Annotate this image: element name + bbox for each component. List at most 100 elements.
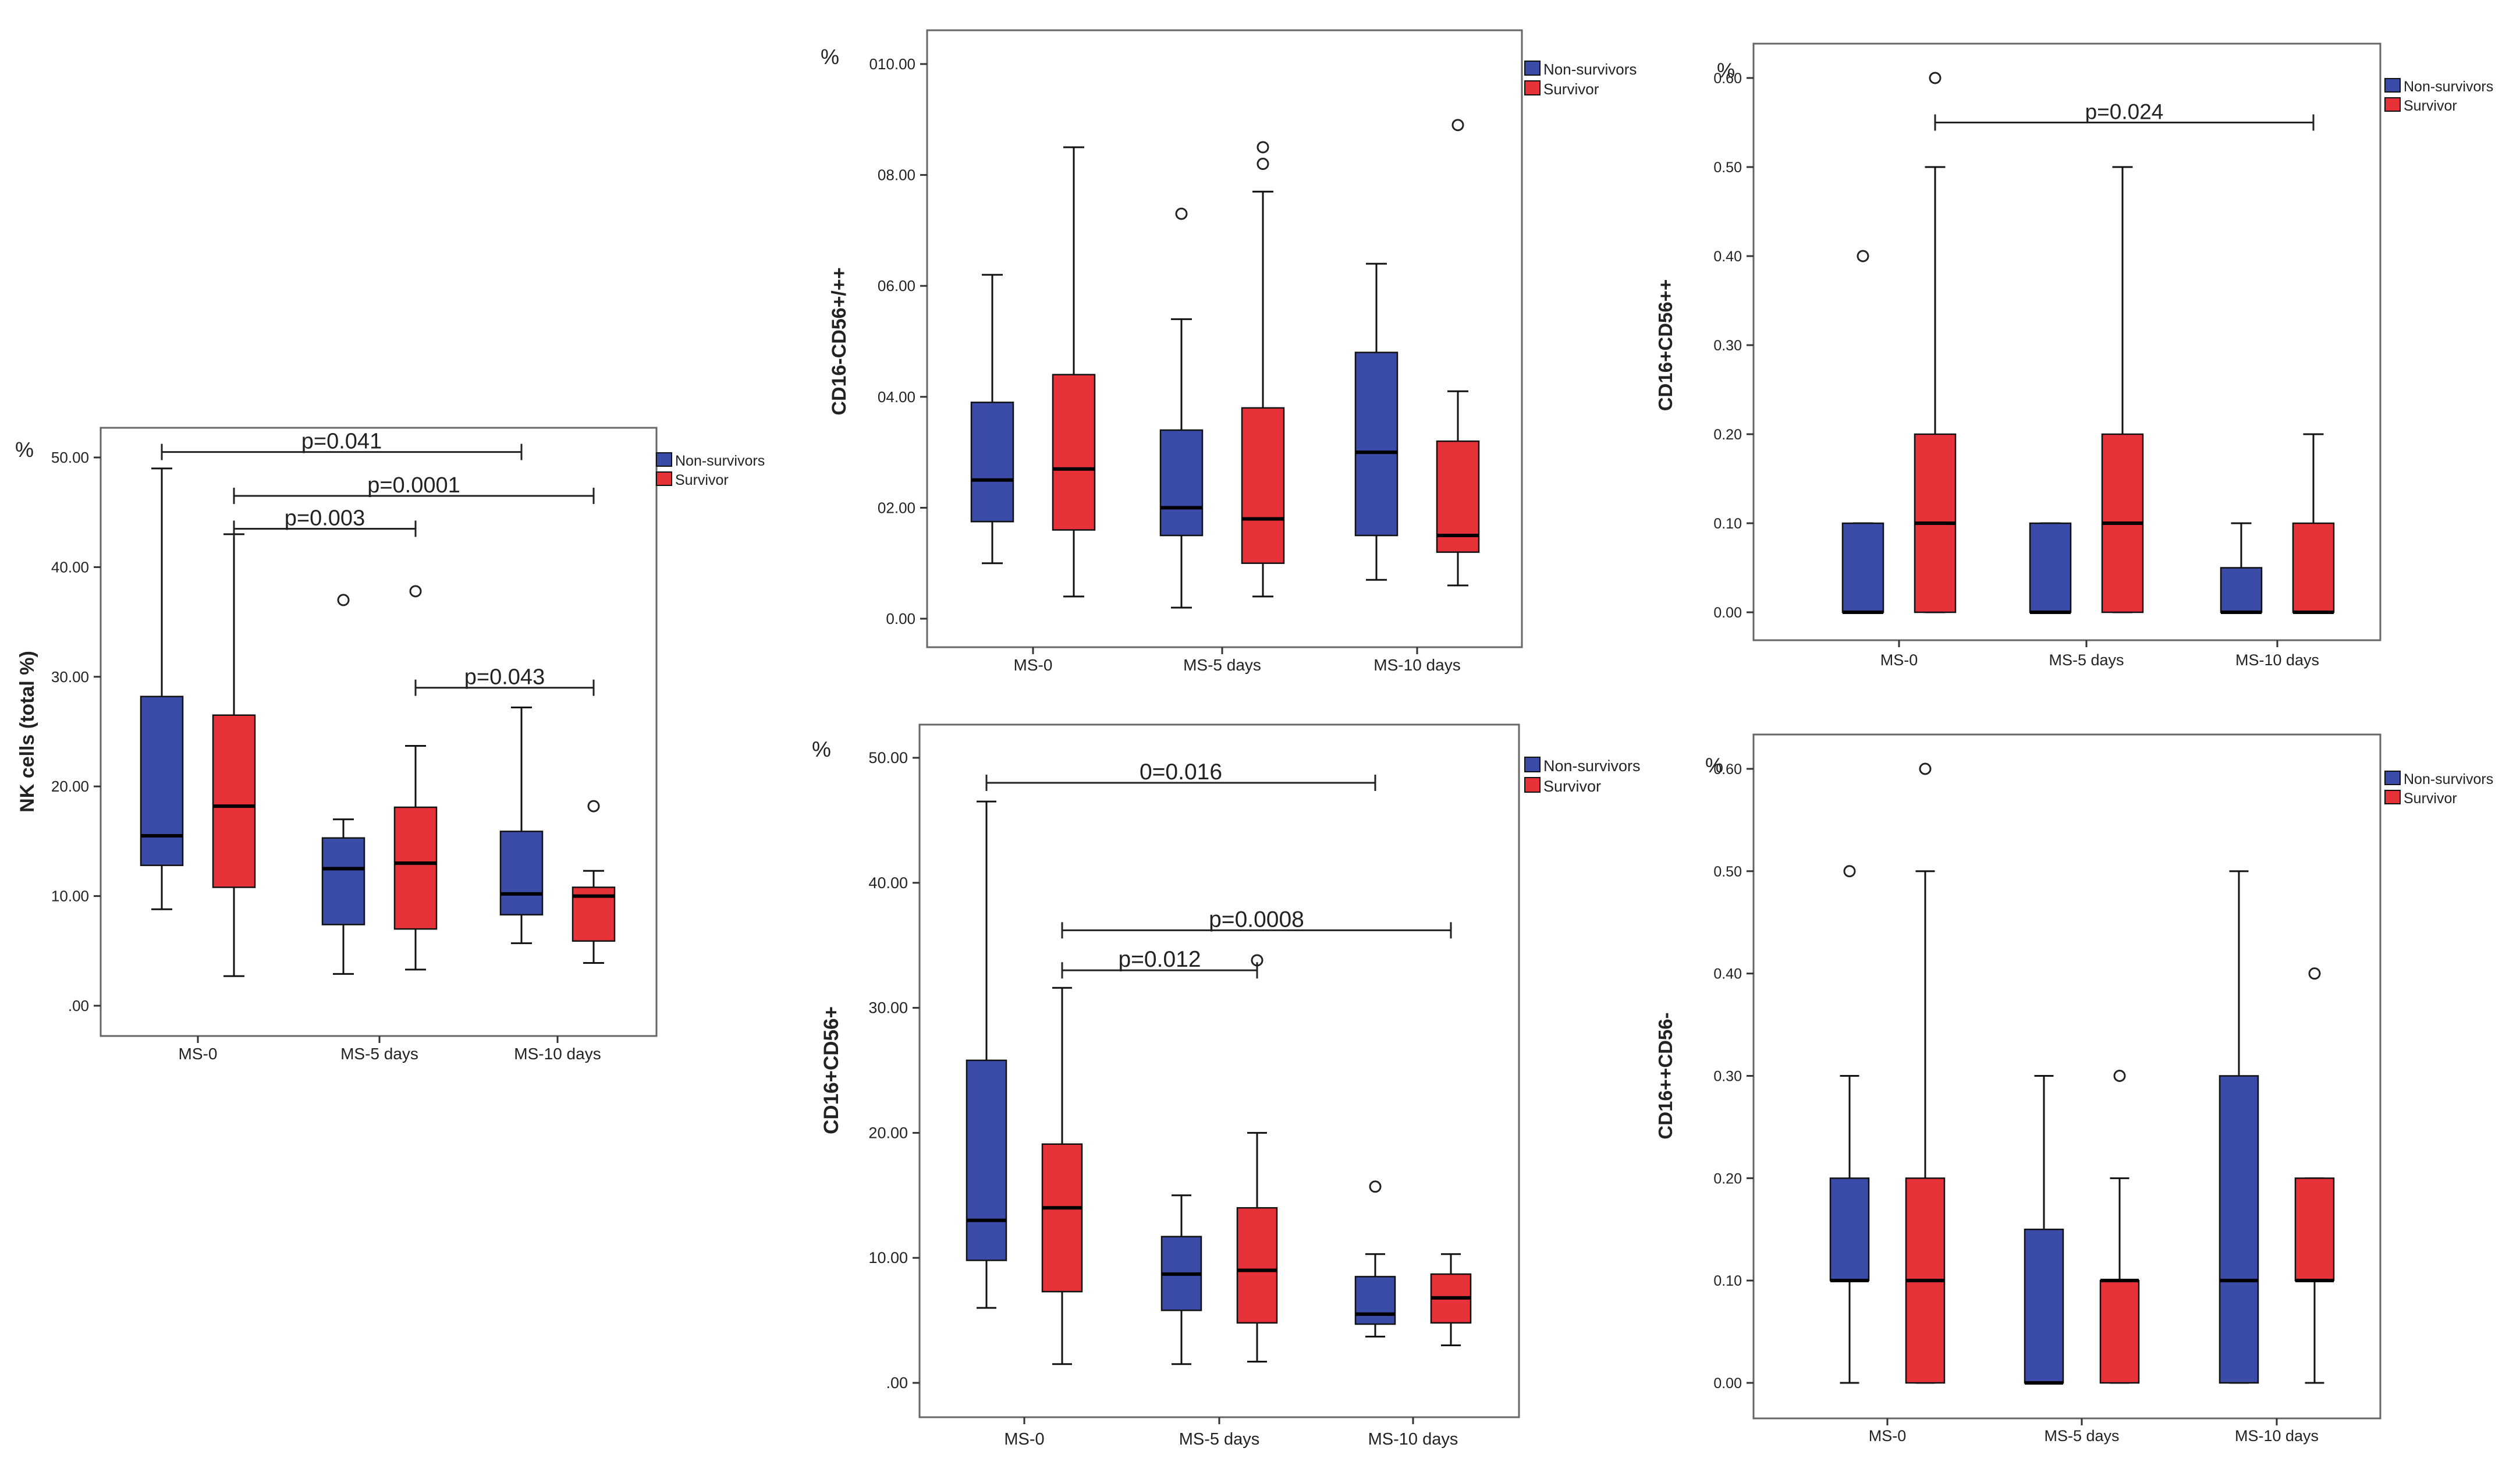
unit-label: %: [1705, 754, 1723, 777]
panel-cd16neg: 0.00 02.00 04.00 06.00 08.00 010.00 CD16-CD56+…: [821, 29, 1637, 674]
box-non-survivors-2: [1354, 262, 1399, 581]
legend-entry: Non-survivors: [675, 453, 765, 469]
box-non-survivors-2: [2220, 522, 2263, 614]
iqr-box: [1841, 522, 1884, 613]
x-tick-label: MS-10 days: [2235, 1427, 2319, 1445]
box-non-survivors-2: [1354, 1180, 1396, 1338]
p-value-label: p=0.043: [464, 665, 545, 690]
y-tick-label: 30.00: [51, 668, 89, 686]
panel-cd16pos: 0.00 0.10 0.20 0.30 0.40 0.50 0.60 CD16+CD56++%…: [1655, 42, 2493, 669]
legend-swatch: [2384, 771, 2401, 785]
x-tick-label: MS-10 days: [1368, 1430, 1458, 1449]
outlier-point: [2308, 967, 2321, 980]
x-tick-label: MS-5 days: [2044, 1427, 2119, 1445]
y-tick-label: .00: [68, 997, 89, 1014]
iqr-box: [1829, 1177, 1870, 1282]
panel-nk: .00 10.00 20.00 30.00 40.00 50.00 NK cells (to…: [15, 427, 765, 1063]
legend-swatch: [1524, 61, 1541, 76]
legend-swatch: [1524, 80, 1541, 95]
outlier-point: [1919, 762, 1932, 775]
outlier-point: [1175, 207, 1188, 220]
x-tick-label: MS-0: [1880, 651, 1918, 669]
box-survivor-2: [1436, 119, 1480, 587]
box-non-survivors-0: [966, 800, 1007, 1309]
y-axis-title: CD16+CD56+: [820, 1006, 843, 1134]
y-tick-label: 40.00: [51, 558, 89, 576]
p-value-label: p=0.003: [285, 506, 365, 530]
p-value-label: p=0.0008: [1209, 907, 1304, 932]
y-tick-label: 40.00: [868, 874, 908, 892]
x-tick-label: MS-0: [1004, 1430, 1044, 1449]
x-tick-label: MS-0: [1869, 1427, 1907, 1445]
y-tick-label: 0.30: [1713, 338, 1742, 354]
iqr-box: [393, 806, 438, 930]
outlier-point: [1843, 865, 1856, 878]
x-tick-label: MS-10 days: [2235, 651, 2319, 669]
iqr-box: [1159, 429, 1204, 537]
significance-bracket: p=0.0001: [233, 473, 595, 504]
box-non-survivors-0: [140, 467, 184, 910]
legend-swatch: [2384, 78, 2401, 93]
y-tick-label: 02.00: [878, 499, 915, 516]
box-survivor-1: [1241, 141, 1285, 598]
box-survivor-1: [393, 585, 438, 971]
legend-swatch: [656, 452, 672, 467]
box-survivor-1: [2101, 166, 2144, 613]
panel-cd16cd56: .00 10.00 20.00 30.00 40.00 50.00 CD16+CD56+% M…: [812, 723, 1641, 1449]
y-tick-label: 10.00: [51, 888, 89, 905]
y-tick-label: 0.50: [1713, 864, 1742, 880]
legend: Non-survivors Survivor: [2384, 78, 2493, 114]
legend: Non-survivors Survivor: [1524, 757, 1641, 795]
iqr-box: [2220, 567, 2263, 613]
y-axis-title: NK cells (total %): [16, 651, 38, 812]
unit-label: %: [821, 45, 839, 69]
box-survivor-0: [1041, 987, 1083, 1365]
box-survivor-0: [1914, 72, 1957, 613]
iqr-box: [2099, 1279, 2140, 1384]
outlier-point: [1369, 1180, 1382, 1193]
box-non-survivors-0: [1829, 865, 1870, 1384]
legend-entry: Non-survivors: [2404, 771, 2493, 787]
box-non-survivors-2: [2219, 870, 2259, 1384]
y-tick-label: 10.00: [868, 1249, 908, 1266]
y-tick-label: .00: [886, 1374, 908, 1392]
box-survivor-2: [2294, 967, 2335, 1384]
legend-swatch: [2384, 790, 2401, 804]
x-tick-label: MS-10 days: [1373, 656, 1460, 674]
iqr-box: [2219, 1075, 2259, 1384]
iqr-box: [212, 714, 256, 888]
y-tick-label: 0.60: [1713, 761, 1742, 778]
outlier-point: [587, 800, 600, 812]
iqr-box: [499, 831, 544, 916]
y-tick-label: 0.20: [1713, 427, 1742, 443]
y-tick-label: 30.00: [868, 999, 908, 1017]
plot-frame: [1752, 42, 2381, 641]
box-non-survivors-2: [499, 707, 544, 945]
iqr-box: [1052, 374, 1096, 531]
legend-entry: Survivor: [1543, 80, 1599, 98]
p-value-label: p=0.024: [2085, 100, 2164, 124]
y-tick-label: 0.40: [1713, 966, 1742, 982]
outlier-point: [1257, 141, 1269, 154]
significance-bracket: p=0.043: [414, 665, 595, 696]
significance-bracket: p=0.012: [1061, 947, 1258, 979]
box-survivor-1: [1236, 954, 1278, 1363]
legend-entry: Survivor: [2404, 790, 2457, 807]
iqr-box: [1241, 407, 1285, 564]
outlier-point: [337, 594, 350, 606]
significance-bracket: p=0.041: [161, 430, 523, 460]
y-tick-label: 20.00: [51, 778, 89, 795]
legend-swatch: [2384, 97, 2401, 112]
iqr-box: [1354, 1276, 1396, 1325]
iqr-box: [321, 837, 365, 925]
legend-entry: Non-survivors: [2404, 79, 2493, 95]
iqr-box: [1041, 1143, 1083, 1293]
legend-entry: Non-survivors: [1543, 757, 1641, 775]
iqr-box: [1436, 440, 1480, 553]
x-tick-label: MS-10 days: [514, 1045, 601, 1063]
legend-swatch: [1524, 757, 1541, 772]
unit-label: %: [15, 438, 34, 462]
x-tick-label: MS-5 days: [1179, 1430, 1260, 1449]
box-survivor-0: [1905, 762, 1946, 1384]
legend-swatch: [1524, 777, 1541, 793]
